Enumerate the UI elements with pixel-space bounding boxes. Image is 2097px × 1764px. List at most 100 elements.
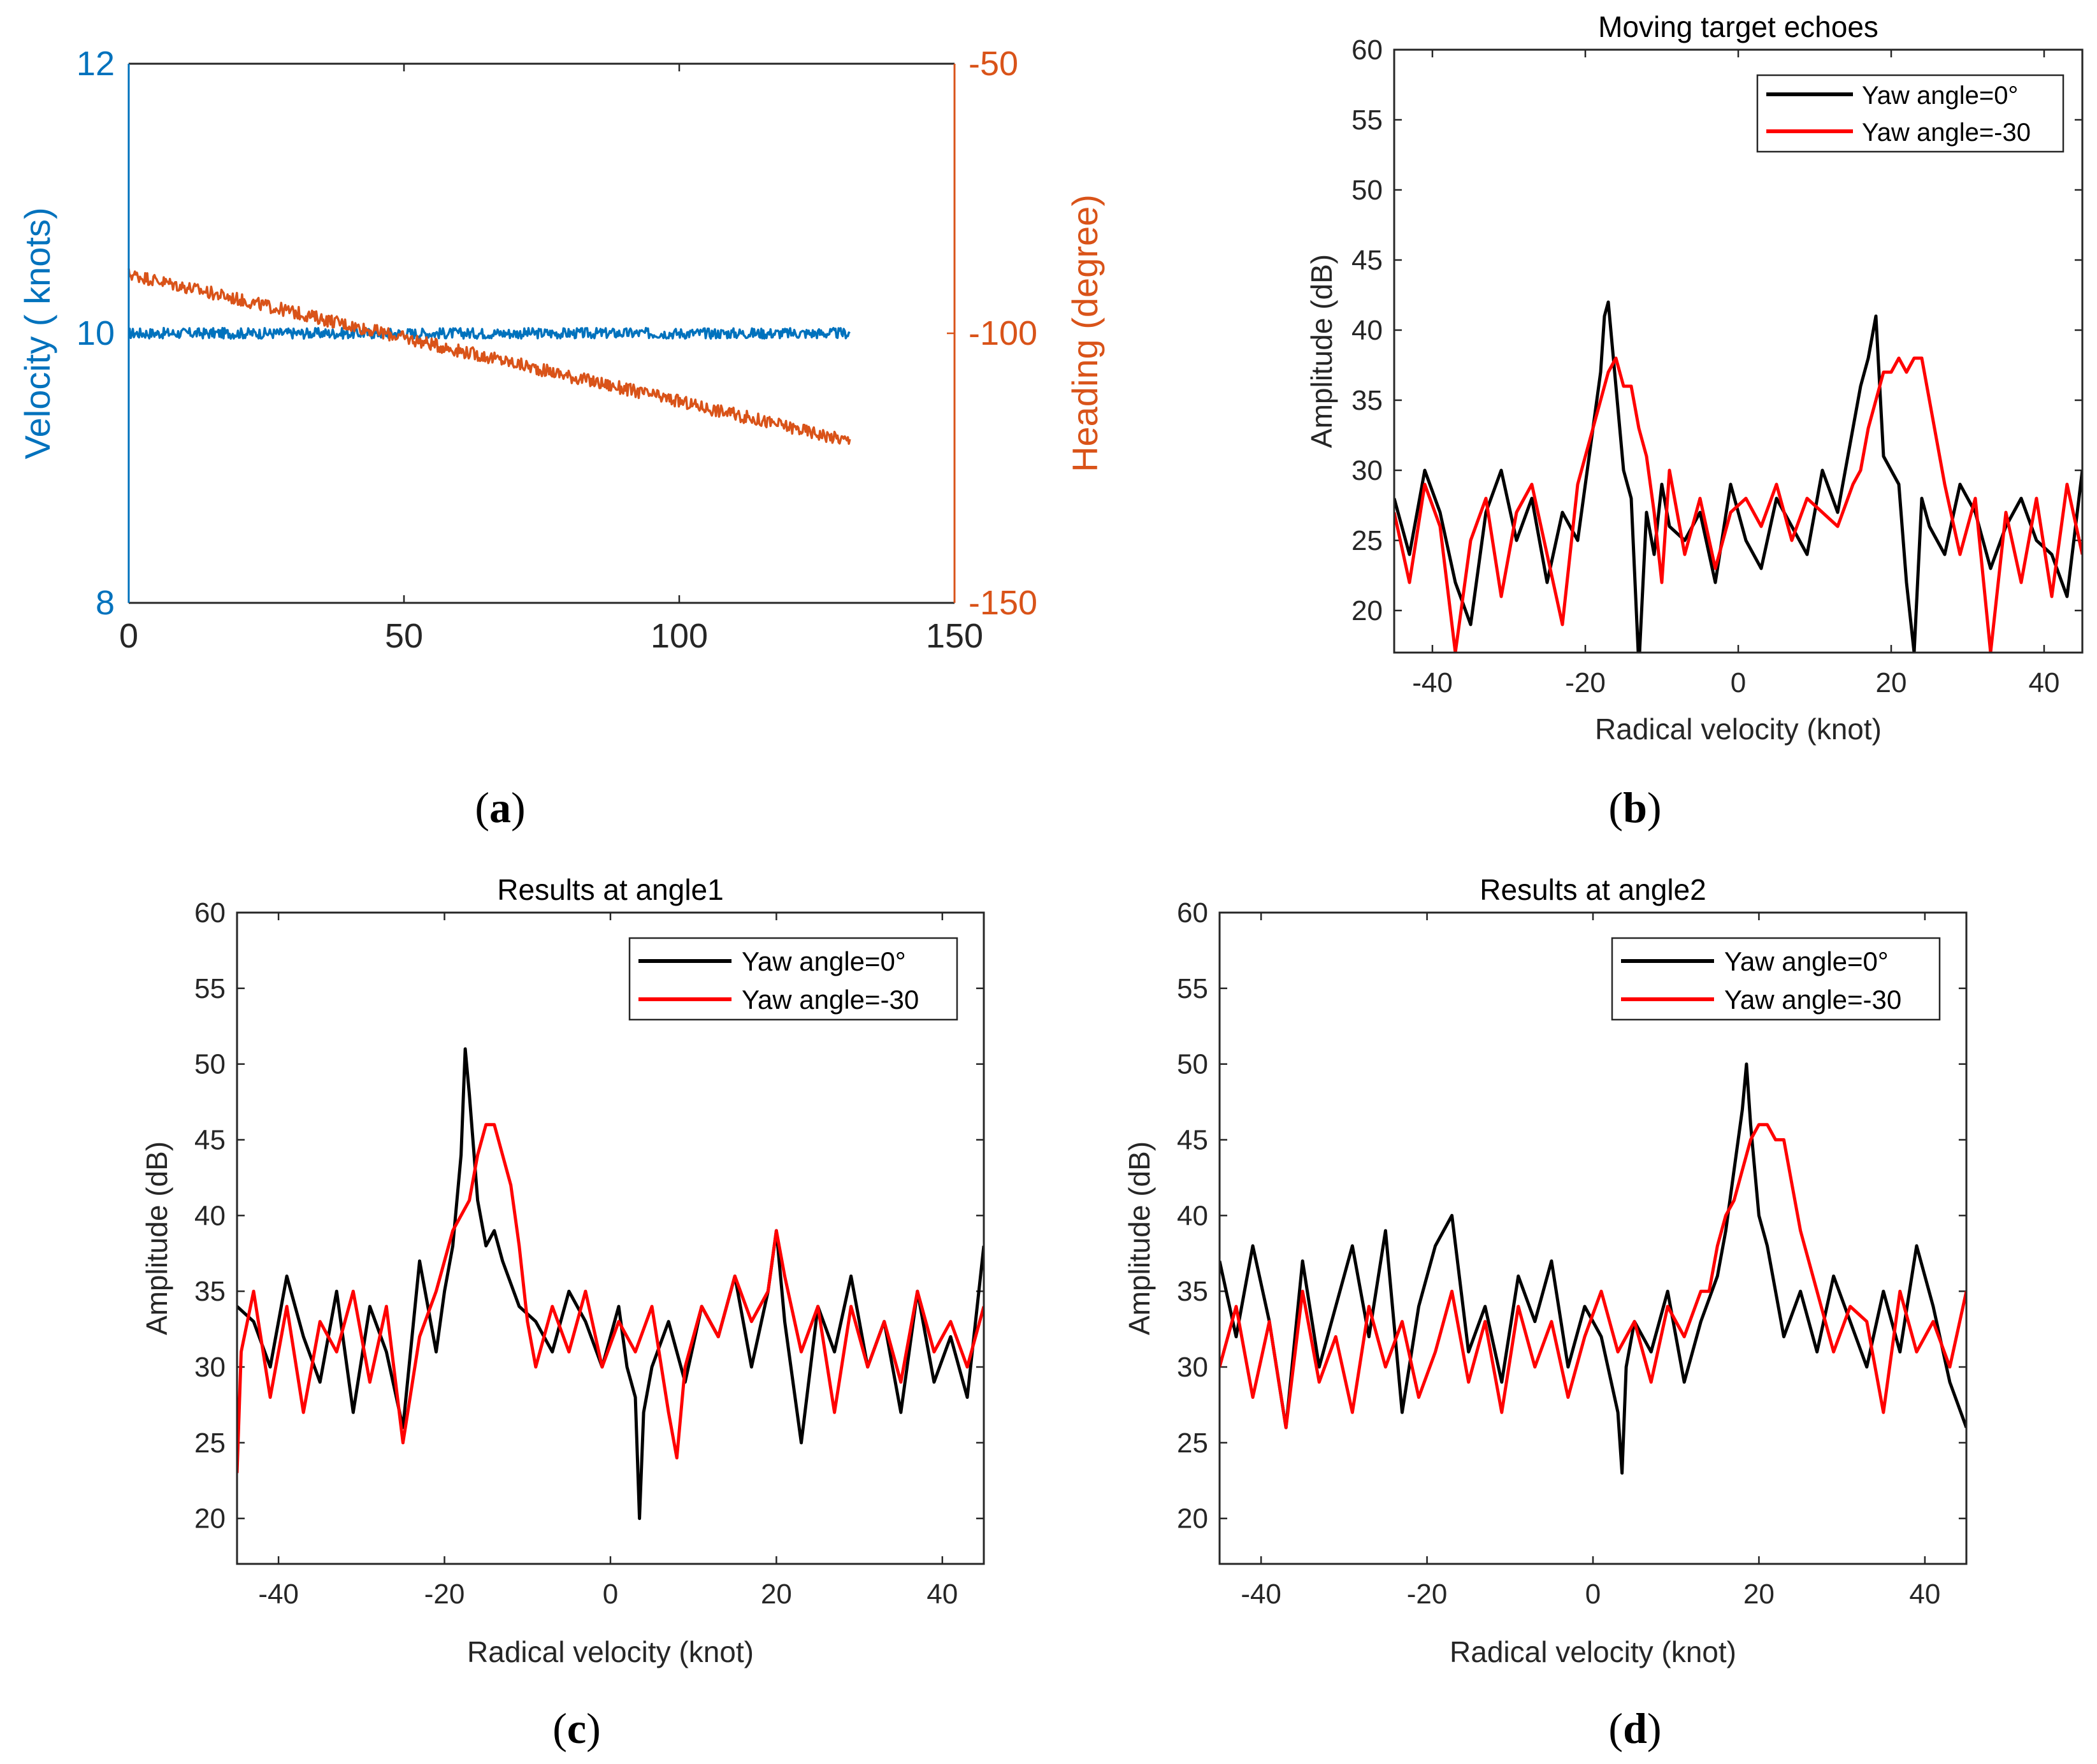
panel-a-right-tick-label-1: -100 bbox=[969, 314, 1037, 352]
panel-b-x-tick-label-3: 20 bbox=[1876, 667, 1907, 698]
panel-b-legend-label-1: Yaw angle=-30 bbox=[1862, 119, 2031, 147]
panel-b-y-tick-label-2: 30 bbox=[1351, 455, 1383, 486]
panel-d-plot-area bbox=[1220, 913, 1966, 1564]
panel-a-right-axis-label: Heading (degree) bbox=[1065, 194, 1105, 472]
panel-c-x-tick-label-0: -40 bbox=[258, 1579, 299, 1610]
panel-a-x-tick-label-3: 150 bbox=[926, 617, 983, 655]
panel-a-ticks: 0 50 100 150 8 10 12 -150 -100 -50 bbox=[76, 45, 1037, 655]
panel-b-series bbox=[1394, 300, 2082, 653]
panel-d-axes-box bbox=[1218, 911, 1968, 1565]
panel-c-y-axis-label: Amplitude (dB) bbox=[140, 1141, 173, 1335]
panel-c-legend-box bbox=[628, 937, 958, 1021]
panel-a-right-tick-label-0: -150 bbox=[969, 584, 1037, 622]
panel-c-y-tick-label-3: 35 bbox=[194, 1276, 226, 1307]
panel-a-x-tick-label-1: 50 bbox=[385, 617, 423, 655]
panel-b-y-tick-label-7: 55 bbox=[1351, 105, 1383, 136]
panel-d-y-tick-label-2: 30 bbox=[1177, 1352, 1208, 1383]
panel-b-legend: Yaw angle=0° Yaw angle=-30 bbox=[1756, 74, 2065, 153]
panel-b-series-line-0 bbox=[1394, 300, 2082, 653]
panel-c-x-tick-label-4: 40 bbox=[926, 1579, 958, 1610]
panel-d-series bbox=[1220, 1062, 1966, 1475]
panel-c-x-tick-label-2: 0 bbox=[603, 1579, 618, 1610]
panel-b-axes-box bbox=[1393, 48, 2084, 654]
panel-b-x-tick-label-1: -20 bbox=[1565, 667, 1606, 698]
panel-a-series-line-0 bbox=[128, 326, 851, 340]
panel-a-x-tick-label-0: 0 bbox=[119, 617, 138, 655]
panel-b-series-line-1 bbox=[1394, 356, 2082, 653]
panel-d-y-tick-label-7: 55 bbox=[1177, 973, 1208, 1004]
panel-d-y-tick-label-1: 25 bbox=[1177, 1428, 1208, 1459]
panel-d-x-tick-label-3: 20 bbox=[1743, 1579, 1775, 1610]
panel-d-x-tick-label-2: 0 bbox=[1585, 1579, 1601, 1610]
panel-d-series-line-0 bbox=[1220, 1062, 1966, 1475]
panel-b-y-tick-label-1: 25 bbox=[1351, 525, 1383, 556]
panel-b-x-tick-label-0: -40 bbox=[1412, 667, 1453, 698]
panel-d-x-tick-label-1: -20 bbox=[1407, 1579, 1448, 1610]
panel-b-x-axis-label: Radical velocity (knot) bbox=[1595, 712, 1882, 746]
panel-a-right-tick-label-2: -50 bbox=[969, 45, 1018, 83]
panel-d-x-tick-label-0: -40 bbox=[1241, 1579, 1281, 1610]
panel-d-legend-label-0: Yaw angle=0° bbox=[1724, 946, 1889, 976]
panel-c-legend-label-1: Yaw angle=-30 bbox=[742, 985, 919, 1015]
panel-b-x-tick-label-2: 0 bbox=[1731, 667, 1746, 698]
panel-c-axes-box bbox=[236, 911, 985, 1565]
panel-c-legend: Yaw angle=0° Yaw angle=-30 bbox=[628, 937, 958, 1021]
panel-d-legend: Yaw angle=0° Yaw angle=-30 bbox=[1611, 937, 1941, 1021]
panel-c-title: Results at angle1 bbox=[497, 873, 723, 906]
panel-c: -40 -20 0 20 40 20 25 30 35 40 45 50 55 60 Results at… bbox=[140, 873, 985, 1753]
panel-d-legend-box bbox=[1611, 937, 1941, 1021]
panel-d-y-tick-label-3: 35 bbox=[1177, 1276, 1208, 1307]
panel-b-caption: (b) bbox=[1608, 783, 1661, 832]
panel-d-title: Results at angle2 bbox=[1480, 873, 1706, 906]
panel-b-y-tick-label-4: 40 bbox=[1351, 315, 1383, 346]
panel-a-left-tick-label-2: 12 bbox=[76, 45, 115, 83]
panel-d-ticks: -40 -20 0 20 40 20 25 30 35 40 45 50 55 60 bbox=[1177, 897, 1966, 1610]
panel-c-y-tick-label-6: 50 bbox=[194, 1049, 226, 1080]
panel-c-y-tick-label-1: 25 bbox=[194, 1428, 226, 1459]
panel-c-y-tick-label-5: 45 bbox=[194, 1125, 226, 1156]
panel-d-y-tick-label-6: 50 bbox=[1177, 1049, 1208, 1080]
panel-a-series-line-1 bbox=[127, 268, 851, 445]
panel-b-y-tick-label-0: 20 bbox=[1351, 595, 1383, 626]
panel-c-y-tick-label-8: 60 bbox=[194, 897, 226, 929]
panel-b: -40 -20 0 20 40 20 25 30 35 40 45 50 55 60 Moving tar… bbox=[1305, 10, 2084, 832]
panel-c-caption: (c) bbox=[552, 1704, 601, 1753]
panel-b-legend-box bbox=[1756, 74, 2065, 153]
panel-c-x-tick-label-1: -20 bbox=[424, 1579, 465, 1610]
panel-b-ticks: -40 -20 0 20 40 20 25 30 35 40 45 50 55 60 bbox=[1351, 34, 2082, 698]
panel-a-caption: (a) bbox=[475, 783, 525, 832]
panel-c-y-tick-label-7: 55 bbox=[194, 973, 226, 1004]
panel-d-y-axis-label: Amplitude (dB) bbox=[1123, 1141, 1156, 1335]
panel-a-left-axis-label: Velocity ( knots) bbox=[17, 207, 57, 459]
panel-a-left-tick-label-0: 8 bbox=[96, 584, 115, 622]
panel-d-legend-label-1: Yaw angle=-30 bbox=[1724, 985, 1901, 1015]
panel-a-series bbox=[127, 268, 851, 445]
panel-d-y-tick-label-8: 60 bbox=[1177, 897, 1208, 929]
panel-d-y-tick-label-4: 40 bbox=[1177, 1200, 1208, 1231]
panel-c-series bbox=[237, 1047, 984, 1521]
panel-d-series-line-1 bbox=[1220, 1123, 1966, 1429]
panel-c-y-tick-label-0: 20 bbox=[194, 1503, 226, 1535]
panel-c-y-tick-label-4: 40 bbox=[194, 1200, 226, 1231]
panel-d: -40 -20 0 20 40 20 25 30 35 40 45 50 55 60 Results at… bbox=[1123, 873, 1968, 1753]
panel-c-series-line-1 bbox=[237, 1123, 984, 1473]
panel-b-title: Moving target echoes bbox=[1598, 10, 1878, 43]
panel-c-plot-area bbox=[237, 913, 984, 1564]
panel-c-x-tick-label-3: 20 bbox=[761, 1579, 792, 1610]
panel-c-ticks: -40 -20 0 20 40 20 25 30 35 40 45 50 55 60 bbox=[194, 897, 984, 1610]
panel-d-caption: (d) bbox=[1608, 1704, 1661, 1753]
panel-a: 0 50 100 150 8 10 12 -150 -100 -50 Velocity ( kno… bbox=[17, 45, 1105, 832]
panel-c-y-tick-label-2: 30 bbox=[194, 1352, 226, 1383]
panel-b-x-tick-label-4: 40 bbox=[2029, 667, 2060, 698]
panel-c-legend-label-0: Yaw angle=0° bbox=[742, 946, 906, 976]
panel-a-x-tick-label-2: 100 bbox=[651, 617, 708, 655]
panel-a-left-tick-label-1: 10 bbox=[76, 314, 115, 352]
panel-b-y-tick-label-5: 45 bbox=[1351, 245, 1383, 276]
panel-d-y-tick-label-5: 45 bbox=[1177, 1125, 1208, 1156]
panel-b-legend-label-0: Yaw angle=0° bbox=[1862, 82, 2018, 110]
panel-d-y-tick-label-0: 20 bbox=[1177, 1503, 1208, 1535]
panel-c-x-axis-label: Radical velocity (knot) bbox=[467, 1635, 754, 1668]
panel-b-y-tick-label-3: 35 bbox=[1351, 385, 1383, 416]
